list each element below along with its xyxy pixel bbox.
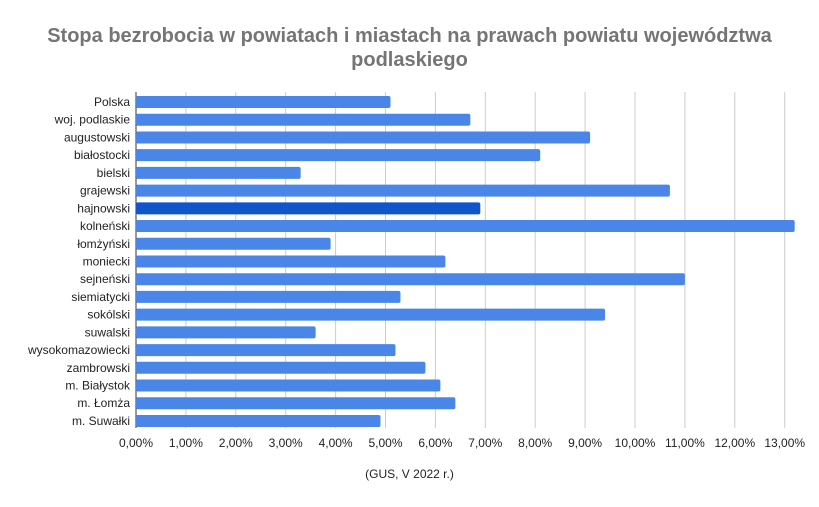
category-label: zambrowski <box>67 361 130 375</box>
x-tick-label: 5,00% <box>368 436 402 450</box>
bar-13 <box>136 326 316 339</box>
bar-2 <box>136 131 591 144</box>
category-labels: Polska woj. podlaskie augustowski białostoc… <box>27 95 131 428</box>
bar-15 <box>136 361 426 374</box>
x-tick-label: 0,00% <box>119 436 153 450</box>
x-tick-label: 11,00% <box>665 436 705 450</box>
category-label: suwalski <box>85 325 130 339</box>
bar-14 <box>136 344 396 357</box>
category-label: m. Łomża <box>77 396 130 410</box>
x-tick-label: 12,00% <box>714 436 755 450</box>
x-tick-label: 1,00% <box>169 436 203 450</box>
bars-layer <box>136 96 795 427</box>
x-axis-label: (GUS, V 2022 r.) <box>365 467 454 481</box>
x-tick-label: 4,00% <box>319 436 353 450</box>
x-tick-label: 7,00% <box>468 436 502 450</box>
category-label: kolneński <box>80 219 130 233</box>
x-tick-labels: 0,00% 1,00% 2,00% 3,00% 4,00% 5,00% 6,00% 7,00%… <box>119 436 805 450</box>
x-tick-label: 13,00% <box>764 436 805 450</box>
category-label: białostocki <box>74 148 130 162</box>
chart-title: Stopa bezrobocia w powiatach i miastach … <box>0 24 819 72</box>
category-label: wysokomazowiecki <box>27 343 130 357</box>
bar-10 <box>136 273 685 286</box>
bar-18 <box>136 414 381 427</box>
bar-8 <box>136 237 331 250</box>
category-label: moniecki <box>83 254 130 268</box>
bar-5 <box>136 184 670 197</box>
bar-12 <box>136 308 606 321</box>
x-tick-label: 2,00% <box>219 436 253 450</box>
chart-title-line-1: Stopa bezrobocia w powiatach i miastach … <box>47 25 772 47</box>
category-label: m. Białystok <box>65 379 131 393</box>
bar-7 <box>136 220 795 233</box>
category-label: bielski <box>97 166 130 180</box>
category-label: woj. podlaskie <box>54 113 131 127</box>
category-label: Polska <box>94 95 130 109</box>
bar-1 <box>136 113 471 126</box>
bar-17 <box>136 397 456 410</box>
chart-title-line-2: podlaskiego <box>351 49 468 71</box>
bar-6 <box>136 202 481 215</box>
category-label: augustowski <box>64 130 130 144</box>
bar-3 <box>136 149 541 162</box>
x-tick-label: 8,00% <box>518 436 552 450</box>
x-tick-label: 3,00% <box>269 436 303 450</box>
category-label: siemiatycki <box>71 290 130 304</box>
bar-11 <box>136 290 401 303</box>
category-label: m. Suwałki <box>72 414 130 428</box>
bar-16 <box>136 379 441 392</box>
category-label: hajnowski <box>77 201 130 215</box>
bar-4 <box>136 166 301 179</box>
bar-0 <box>136 96 391 108</box>
x-tick-label: 10,00% <box>615 436 656 450</box>
category-label: grajewski <box>80 184 130 198</box>
category-label: łomżyński <box>77 237 130 251</box>
category-label: sokólski <box>87 308 130 322</box>
category-label: sejneński <box>80 272 130 286</box>
x-tick-label: 6,00% <box>418 436 452 450</box>
bar-9 <box>136 255 446 268</box>
x-tick-label: 9,00% <box>568 436 602 450</box>
